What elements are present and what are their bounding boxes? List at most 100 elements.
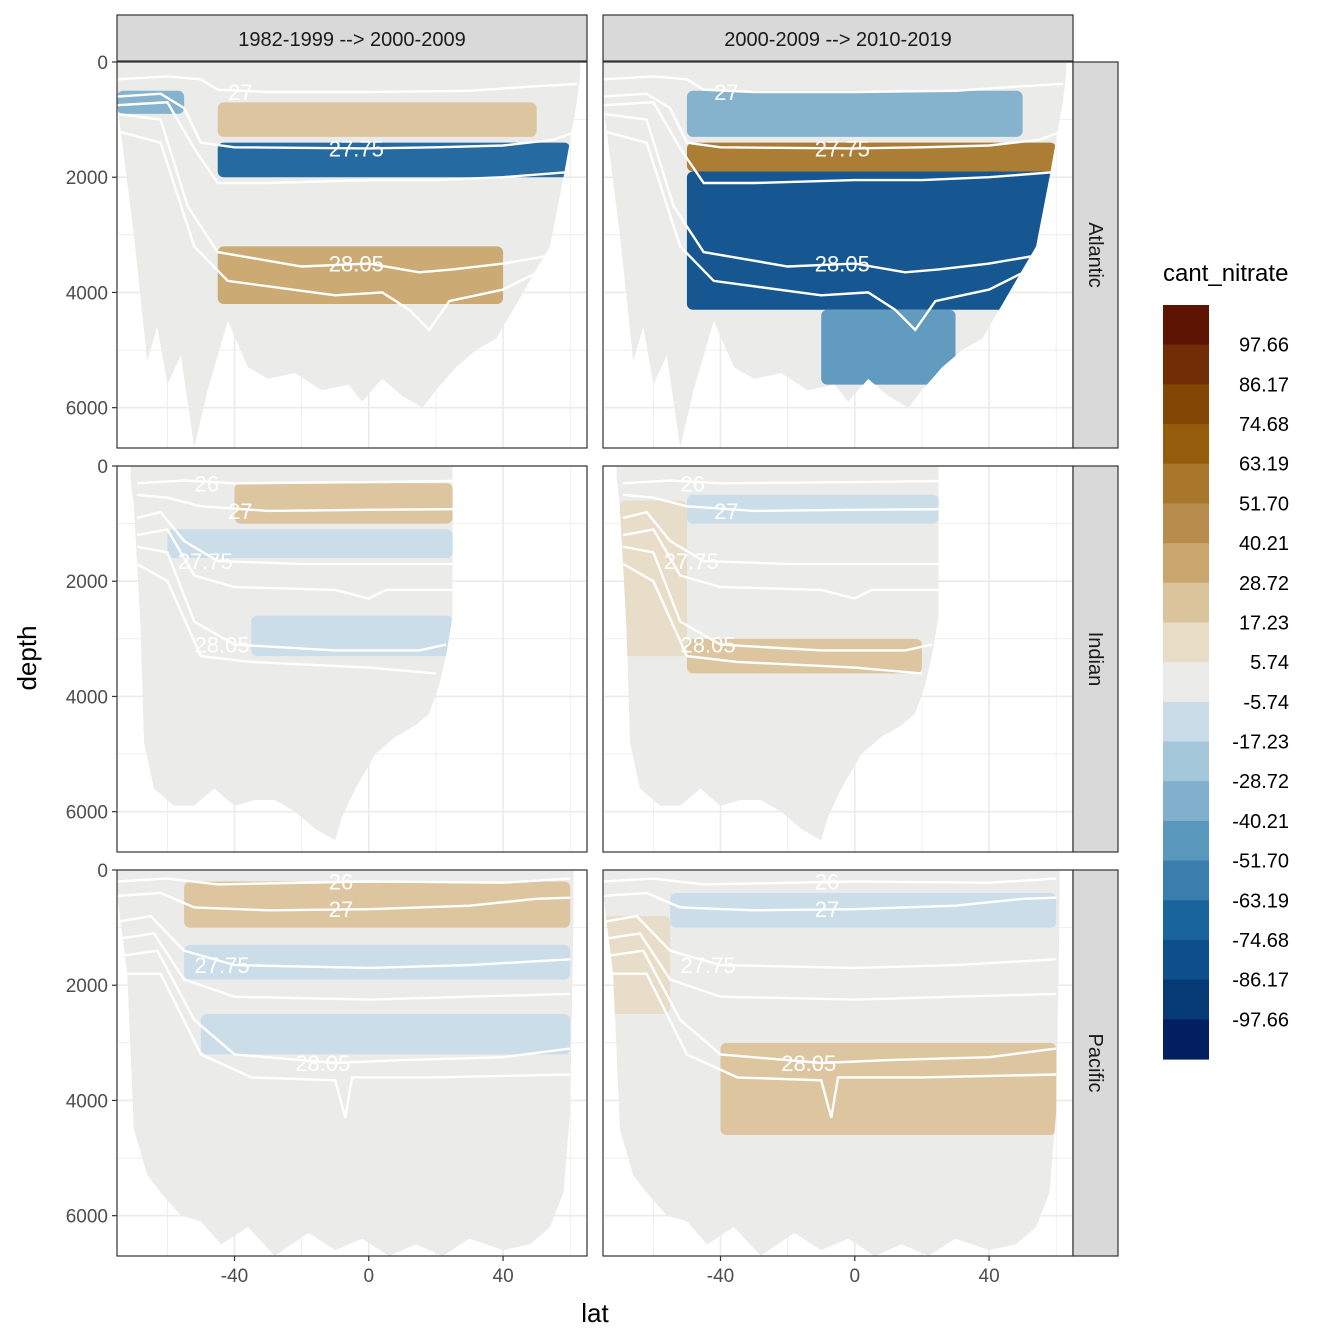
isopycnal-line bbox=[117, 877, 571, 886]
y-tick-label: 0 bbox=[97, 457, 108, 478]
isopycnal-line bbox=[623, 479, 939, 485]
legend-swatch bbox=[1163, 979, 1209, 1020]
anomaly-upper-band bbox=[184, 881, 571, 928]
isopycnal-line bbox=[603, 877, 1057, 886]
legend-label: 97.66 bbox=[1239, 335, 1289, 357]
panel-atlantic-2: 27 27.75 28.05 bbox=[602, 61, 1074, 449]
panel-atlantic-1: 27 27.75 28.05 bbox=[116, 61, 588, 449]
x-tick-label: 0 bbox=[849, 1266, 860, 1287]
facet-strips: 1982-1999 --> 2000-2009 2000-2009 --> 201… bbox=[116, 14, 1119, 1257]
legend-swatch bbox=[1163, 424, 1209, 465]
anomaly-intermediate-band bbox=[686, 142, 1057, 172]
isopycnal-line bbox=[117, 92, 578, 150]
isopycnals: 27 27.75 28.05 bbox=[603, 75, 1064, 332]
anomaly-upper-band bbox=[670, 893, 1057, 928]
legend-swatch bbox=[1163, 503, 1209, 544]
legend-label: -17.23 bbox=[1232, 732, 1289, 754]
x-tick-label: 40 bbox=[979, 1266, 1000, 1287]
anomaly-deep-band bbox=[686, 638, 922, 674]
isopycnal-line bbox=[117, 932, 571, 1001]
row-strip: Atlantic bbox=[1072, 61, 1119, 449]
strip-background bbox=[116, 14, 588, 62]
isopycnal-line bbox=[622, 493, 939, 513]
isopycnal-line bbox=[603, 129, 1030, 332]
isopycnal-label: 26 bbox=[329, 870, 353, 895]
legend-swatch bbox=[1163, 662, 1209, 703]
isopycnal-label: 27.75 bbox=[681, 953, 736, 978]
strip-background bbox=[602, 14, 1074, 62]
y-tick-label: 0 bbox=[97, 53, 108, 74]
isopycnal-line bbox=[622, 545, 933, 652]
isopycnal-label: 28.05 bbox=[195, 633, 250, 658]
isopycnal-line bbox=[603, 972, 1057, 1119]
isopycnal-label: 27.75 bbox=[815, 136, 870, 161]
strip-label: Pacific bbox=[1084, 1034, 1106, 1093]
isopycnal-line bbox=[603, 101, 1063, 185]
isopycnal-line bbox=[117, 891, 571, 912]
legend-swatch bbox=[1163, 860, 1209, 901]
column-strip: 2000-2009 --> 2010-2019 bbox=[602, 14, 1074, 62]
isopycnal-line bbox=[117, 112, 554, 274]
legend-swatch bbox=[1163, 820, 1209, 862]
anomaly-intermediate-band bbox=[184, 944, 571, 980]
isopycnal-label: 28.05 bbox=[295, 1051, 350, 1076]
legend-swatch bbox=[1163, 463, 1209, 505]
legend-label: -28.72 bbox=[1232, 771, 1289, 793]
axes: lat depth 020004000600002000400060000200… bbox=[12, 53, 1000, 1328]
x-axis-title: lat bbox=[581, 1298, 609, 1328]
anomaly-upper-band bbox=[234, 483, 453, 524]
legend-swatch bbox=[1163, 344, 1209, 385]
legend-swatch bbox=[1163, 622, 1209, 663]
strip-label: 2000-2009 --> 2010-2019 bbox=[724, 29, 951, 51]
isopycnal-label: 27.75 bbox=[195, 953, 250, 978]
panel-border bbox=[116, 61, 588, 449]
isopycnal-line bbox=[622, 510, 939, 566]
x-tick-label: 40 bbox=[493, 1266, 514, 1287]
legend-title: cant_nitrate bbox=[1163, 260, 1288, 287]
isopycnal-label: 27 bbox=[714, 499, 738, 524]
legend-swatch bbox=[1163, 305, 1209, 346]
legend-swatch bbox=[1163, 582, 1209, 624]
anomaly-deep-band bbox=[251, 615, 453, 657]
isopycnal-label: 26 bbox=[195, 471, 219, 496]
legend: cant_nitrate 97.66 86.17 74.68 63.19 51.70 40… bbox=[1163, 260, 1289, 1060]
legend-label: 17.23 bbox=[1239, 612, 1289, 634]
isopycnal-line bbox=[136, 562, 437, 675]
legend-swatch bbox=[1163, 384, 1209, 425]
x-tick-label: -40 bbox=[707, 1266, 734, 1287]
isopycnal-label: 27 bbox=[815, 897, 839, 922]
isopycnal-line bbox=[603, 932, 1057, 1001]
isopycnal-line bbox=[603, 92, 1064, 150]
isopycnal-label: 28.05 bbox=[815, 252, 870, 277]
isopycnal-line bbox=[137, 479, 453, 485]
isopycnal-label: 27 bbox=[228, 80, 252, 105]
strip-label: Indian bbox=[1084, 632, 1106, 687]
isopycnal-line bbox=[117, 129, 544, 332]
strip-background bbox=[1072, 465, 1119, 853]
isopycnal-label: 26 bbox=[681, 471, 705, 496]
row-strip: Indian bbox=[1072, 465, 1119, 853]
isopycnal-line bbox=[603, 112, 1040, 274]
y-tick-label: 2000 bbox=[66, 976, 108, 997]
isopycnal-label: 27 bbox=[329, 897, 353, 922]
anomaly-deep-core bbox=[686, 171, 1057, 310]
panel-border bbox=[116, 869, 588, 1257]
legend-swatch bbox=[1163, 701, 1209, 743]
isopycnal-line bbox=[603, 949, 1057, 1065]
legend-label: 40.21 bbox=[1239, 533, 1289, 555]
y-axis-title: depth bbox=[12, 625, 42, 690]
isopycnals: 27 27.75 28.05 bbox=[117, 75, 578, 332]
ocean-section: 27 27.75 28.05 bbox=[117, 62, 581, 448]
y-tick-label: 6000 bbox=[66, 399, 108, 420]
strip-background bbox=[1072, 61, 1119, 449]
anomaly-upper-band bbox=[686, 90, 1023, 137]
